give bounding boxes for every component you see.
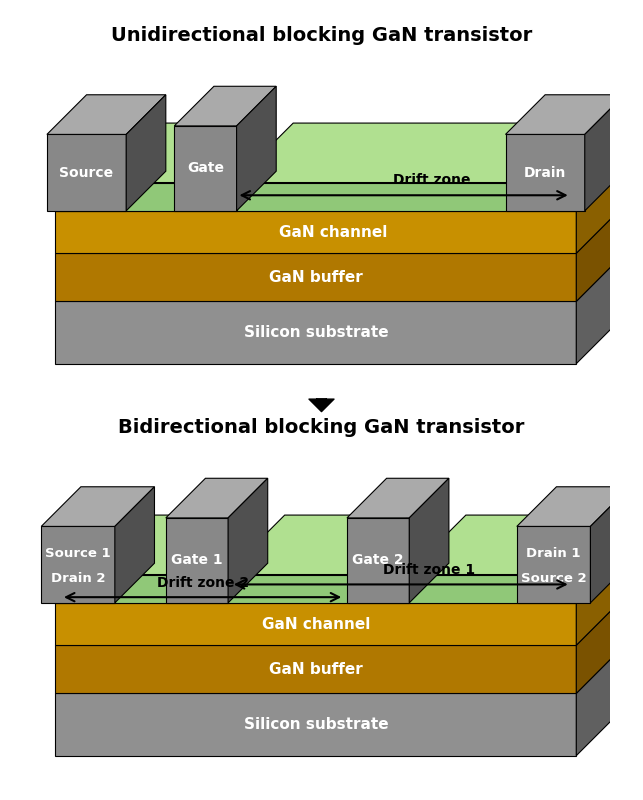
Polygon shape xyxy=(55,574,168,603)
Polygon shape xyxy=(225,574,350,603)
Text: Drift zone: Drift zone xyxy=(393,173,471,186)
Polygon shape xyxy=(177,123,237,211)
Polygon shape xyxy=(590,486,630,603)
Polygon shape xyxy=(350,515,409,603)
Polygon shape xyxy=(55,194,636,254)
Polygon shape xyxy=(55,694,576,756)
Polygon shape xyxy=(47,134,126,211)
Polygon shape xyxy=(47,94,166,134)
Polygon shape xyxy=(576,543,636,646)
Polygon shape xyxy=(406,515,636,574)
Polygon shape xyxy=(576,242,636,364)
Polygon shape xyxy=(576,194,636,302)
Text: Bidirectional blocking GaN transistor: Bidirectional blocking GaN transistor xyxy=(118,418,525,437)
Polygon shape xyxy=(347,518,409,603)
Polygon shape xyxy=(584,94,624,211)
Text: GaN channel: GaN channel xyxy=(262,617,370,631)
Text: GaN buffer: GaN buffer xyxy=(269,270,363,285)
Text: Silicon substrate: Silicon substrate xyxy=(244,717,388,732)
Text: Source 2: Source 2 xyxy=(521,572,586,585)
Text: Gate 1: Gate 1 xyxy=(171,554,222,567)
Text: Source: Source xyxy=(60,166,114,180)
Text: Gate: Gate xyxy=(187,162,224,175)
Text: Drain 2: Drain 2 xyxy=(51,572,105,585)
Polygon shape xyxy=(576,151,636,254)
Polygon shape xyxy=(228,478,267,603)
Polygon shape xyxy=(166,518,228,603)
Polygon shape xyxy=(41,486,154,526)
Polygon shape xyxy=(225,515,409,574)
Text: Gate 2: Gate 2 xyxy=(352,554,404,567)
Polygon shape xyxy=(505,134,584,211)
Polygon shape xyxy=(576,123,636,211)
Text: Silicon substrate: Silicon substrate xyxy=(244,325,388,340)
Polygon shape xyxy=(55,515,228,574)
Text: Drift zone 1: Drift zone 1 xyxy=(383,563,475,577)
Polygon shape xyxy=(55,543,636,603)
Polygon shape xyxy=(55,646,576,694)
Polygon shape xyxy=(576,634,636,756)
Polygon shape xyxy=(237,86,276,211)
Polygon shape xyxy=(55,302,576,364)
Polygon shape xyxy=(517,526,590,603)
Text: Drain 1: Drain 1 xyxy=(527,546,581,560)
Polygon shape xyxy=(55,586,636,646)
Polygon shape xyxy=(55,151,636,211)
Polygon shape xyxy=(505,94,624,134)
Polygon shape xyxy=(55,603,576,646)
Polygon shape xyxy=(406,574,576,603)
Polygon shape xyxy=(55,254,576,302)
Polygon shape xyxy=(55,211,576,254)
Polygon shape xyxy=(409,478,449,603)
Polygon shape xyxy=(126,94,166,211)
Polygon shape xyxy=(55,634,636,694)
Polygon shape xyxy=(174,126,237,211)
Polygon shape xyxy=(55,182,177,211)
Text: GaN buffer: GaN buffer xyxy=(269,662,363,677)
Text: Drain: Drain xyxy=(524,166,566,180)
Polygon shape xyxy=(166,478,267,518)
Polygon shape xyxy=(55,123,237,182)
Polygon shape xyxy=(115,486,154,603)
Polygon shape xyxy=(41,526,115,603)
Polygon shape xyxy=(174,86,276,126)
Polygon shape xyxy=(168,515,228,603)
Text: GaN channel: GaN channel xyxy=(278,225,387,239)
Polygon shape xyxy=(576,515,636,603)
Polygon shape xyxy=(347,478,449,518)
Polygon shape xyxy=(234,123,636,182)
Polygon shape xyxy=(234,182,576,211)
Polygon shape xyxy=(55,242,636,302)
Text: Drift zone 2: Drift zone 2 xyxy=(156,576,249,590)
Text: Source 1: Source 1 xyxy=(45,546,111,560)
Polygon shape xyxy=(576,586,636,694)
Text: Unidirectional blocking GaN transistor: Unidirectional blocking GaN transistor xyxy=(111,26,532,45)
Polygon shape xyxy=(517,486,630,526)
